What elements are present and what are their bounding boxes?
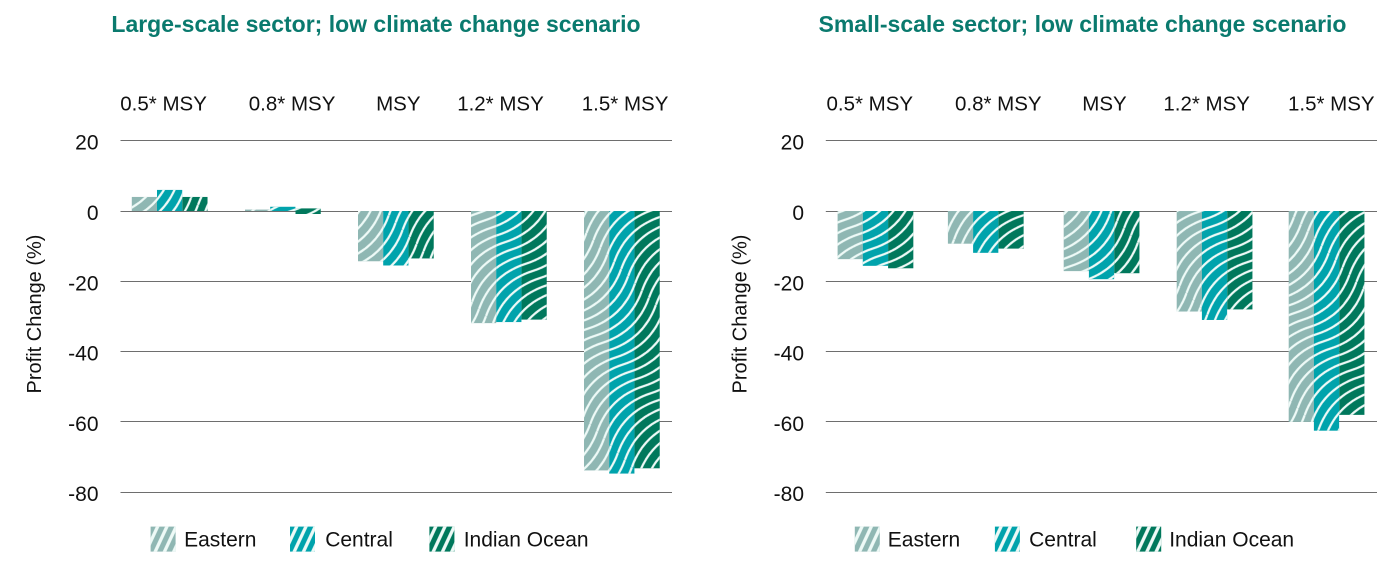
svg-text:1.2* MSY: 1.2* MSY [1163, 93, 1250, 116]
svg-text:1.5* MSY: 1.5* MSY [582, 93, 669, 116]
svg-text:Small-scale sector; low climat: Small-scale sector; low climate change s… [819, 11, 1347, 37]
svg-text:-40: -40 [68, 343, 98, 366]
svg-text:0.5* MSY: 0.5* MSY [826, 93, 913, 116]
svg-text:MSY: MSY [1082, 93, 1127, 116]
svg-text:-80: -80 [68, 483, 98, 506]
svg-text:0.8* MSY: 0.8* MSY [249, 93, 336, 116]
svg-text:Large-scale sector; low climat: Large-scale sector; low climate change s… [111, 11, 640, 37]
svg-text:Eastern: Eastern [888, 529, 960, 552]
svg-text:1.2* MSY: 1.2* MSY [457, 93, 544, 116]
svg-text:-40: -40 [774, 343, 804, 366]
svg-text:Eastern: Eastern [184, 529, 256, 552]
svg-text:-80: -80 [774, 483, 804, 506]
svg-text:Central: Central [325, 529, 393, 552]
svg-text:1.5* MSY: 1.5* MSY [1288, 93, 1375, 116]
svg-text:-60: -60 [68, 413, 98, 436]
svg-text:Profit Change (%): Profit Change (%) [24, 235, 46, 394]
svg-text:-20: -20 [774, 272, 804, 295]
svg-text:MSY: MSY [376, 93, 421, 116]
svg-text:Profit Change (%): Profit Change (%) [730, 235, 752, 394]
svg-text:Indian Ocean: Indian Ocean [464, 529, 589, 552]
svg-text:20: 20 [75, 132, 98, 155]
svg-text:0.8* MSY: 0.8* MSY [955, 93, 1042, 116]
svg-text:Central: Central [1029, 529, 1097, 552]
svg-text:0.5* MSY: 0.5* MSY [120, 93, 207, 116]
svg-text:20: 20 [781, 132, 804, 155]
svg-text:-60: -60 [774, 413, 804, 436]
svg-text:Indian Ocean: Indian Ocean [1169, 529, 1294, 552]
svg-text:0: 0 [87, 202, 99, 225]
svg-text:0: 0 [792, 202, 804, 225]
svg-text:-20: -20 [68, 272, 98, 295]
